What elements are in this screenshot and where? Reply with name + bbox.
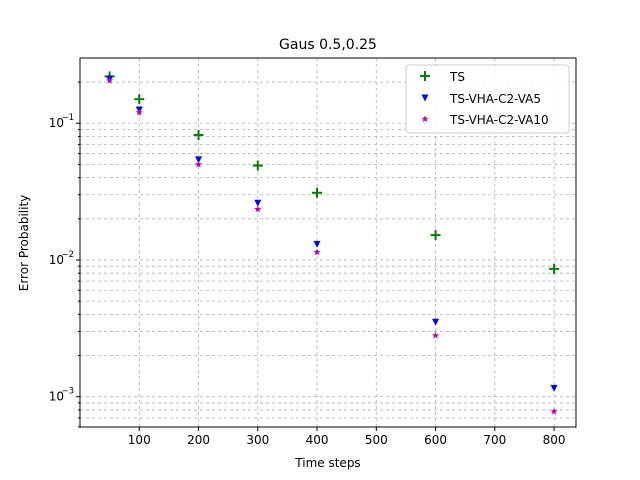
data-point-series-2 [254,205,262,213]
x-tick-label: 100 [128,433,151,447]
plot-frame [79,57,577,428]
data-point-series-1 [550,384,558,392]
data-point-series-1 [195,156,203,164]
x-axis-label: Time steps [294,456,360,470]
data-point-series-1 [432,318,440,326]
legend-label-va5: TS-VHA-C2-VA5 [449,92,541,106]
data-markers [104,71,560,415]
data-point-series-2 [550,407,558,415]
x-tick-label: 500 [365,433,388,447]
legend-box [405,64,570,134]
x-tick-label: 600 [424,433,447,447]
data-point-series-0 [252,160,263,171]
x-tick-label: 300 [246,433,269,447]
data-point-series-0 [312,187,323,198]
data-point-series-0 [430,230,441,241]
data-point-series-2 [431,331,440,339]
grid [80,58,576,428]
data-point-series-1 [254,199,262,207]
y-tick-exponent: −3 [61,387,74,397]
legend: TS TS-VHA-C2-VA5 TS-VHA-C2-VA10 [405,64,570,134]
x-tick-label: 800 [543,433,566,447]
legend-markers [420,71,430,123]
data-point-series-0 [549,263,560,274]
legend-marker-1 [421,94,429,102]
data-point-series-2 [106,76,114,84]
y-tick-label: 10 [49,390,64,404]
x-tick-label: 700 [483,433,506,447]
data-point-series-1 [313,240,321,248]
y-tick-label: 10 [49,116,64,130]
y-tick-label: 10 [49,253,64,267]
x-tick-label: 400 [306,433,329,447]
legend-marker-0 [420,71,430,81]
data-point-series-2 [313,248,321,256]
x-tick-label: 200 [187,433,210,447]
legend-label-ts: TS [449,70,465,84]
legend-label-va10: TS-VHA-C2-VA10 [449,113,549,127]
y-axis-label: Error Probability [17,195,31,292]
data-point-series-0 [134,94,145,105]
legend-marker-2 [421,115,429,123]
y-tick-exponent: −1 [61,113,74,123]
data-point-series-2 [135,108,143,116]
data-point-series-2 [194,160,203,168]
chart-title: Gaus 0.5,0.25 [279,37,377,53]
data-point-series-0 [193,130,204,141]
y-tick-exponent: −2 [61,250,74,260]
